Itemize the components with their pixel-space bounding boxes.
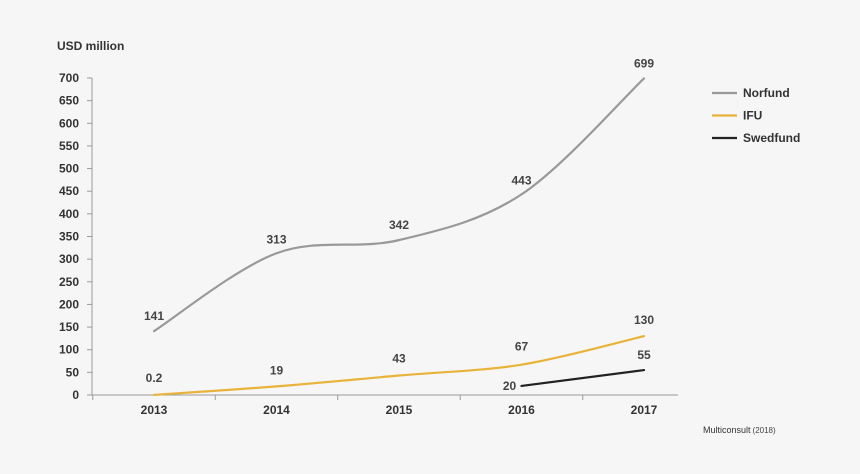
data-label-ifu: 0.2 [146,371,163,385]
y-tick-label: 600 [59,116,79,130]
y-axis-label: USD million [57,39,124,53]
data-labels: 141 313 342 443 699 0.2 19 43 67 130 20 55 [144,56,654,392]
data-label-norfund: 443 [511,173,531,187]
data-label-ifu: 130 [634,313,654,327]
source-name: Multiconsult [703,425,751,435]
legend-label-norfund: Norfund [743,86,790,100]
y-tick-label: 700 [59,71,79,85]
data-label-norfund: 313 [266,232,286,246]
y-tick-label: 550 [59,139,79,153]
legend-label-swedfund: Swedfund [743,131,800,145]
data-label-swedfund: 20 [503,379,517,393]
series-lines [152,77,646,397]
legend-label-ifu: IFU [743,109,762,123]
data-label-norfund: 141 [144,309,164,323]
y-tick-label: 300 [59,252,79,266]
x-tick-label: 2013 [141,403,168,417]
y-tick-label: 450 [59,184,79,198]
series-line-swedfund [520,368,646,388]
y-tick-label: 0 [72,388,79,402]
x-tick-label: 2017 [631,403,658,417]
x-tick-label: 2015 [386,403,413,417]
data-label-norfund: 342 [389,218,409,232]
legend: Norfund IFU Swedfund [712,86,800,145]
axes: 0 50 100 150 200 250 300 350 400 450 500 550 600 650 7… [59,71,678,417]
data-label-norfund: 699 [634,56,654,70]
x-tick-label: 2014 [263,403,290,417]
data-label-ifu: 43 [392,352,406,366]
data-label-ifu: 19 [270,363,284,377]
data-label-ifu: 67 [515,340,529,354]
source-year: (2018) [753,426,776,435]
y-tick-label: 350 [59,230,79,244]
y-tick-label: 50 [66,365,80,379]
y-tick-label: 250 [59,275,79,289]
y-tick-label: 500 [59,162,79,176]
source-credit: Multiconsult (2018) [703,425,776,435]
series-line-ifu [152,335,646,397]
series-line-norfund [152,77,646,333]
y-tick-label: 400 [59,207,79,221]
x-tick-label: 2016 [508,403,535,417]
y-tick-label: 150 [59,320,79,334]
y-tick-label: 100 [59,343,79,357]
y-tick-label: 650 [59,94,79,108]
data-label-swedfund: 55 [637,348,651,362]
y-tick-label: 200 [59,297,79,311]
